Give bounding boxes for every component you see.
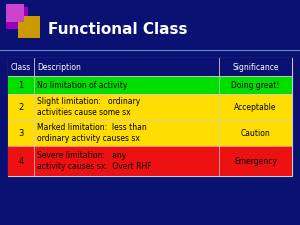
Text: Doing great!: Doing great! [231,81,280,90]
Bar [8,58,292,76]
Text: 1: 1 [18,81,24,90]
Text: 3: 3 [18,128,24,137]
Bar [8,76,292,94]
Bar [8,146,292,176]
Text: Emergency: Emergency [234,157,277,166]
Bar [6,7,28,29]
Text: Severe limitation:   any
activity causes sx.  Overt RHF: Severe limitation: any activity causes s… [37,151,152,171]
Text: 4: 4 [18,157,24,166]
Text: Class: Class [11,63,31,72]
Bar [8,94,292,120]
Text: No limitation of activity: No limitation of activity [37,81,128,90]
Text: Caution: Caution [241,128,270,137]
Text: Slight limitation:   ordinary
activities cause some sx: Slight limitation: ordinary activities c… [37,97,140,117]
Text: Marked limitation:  less than
ordinary activity causes sx: Marked limitation: less than ordinary ac… [37,123,147,143]
Text: Description: Description [37,63,81,72]
Bar [18,16,40,38]
Bar [8,58,292,176]
Text: Significance: Significance [232,63,279,72]
Text: Acceptable: Acceptable [234,103,277,112]
Text: 2: 2 [18,103,24,112]
Text: Functional Class: Functional Class [48,22,188,37]
Bar [6,4,24,22]
Bar [8,120,292,146]
